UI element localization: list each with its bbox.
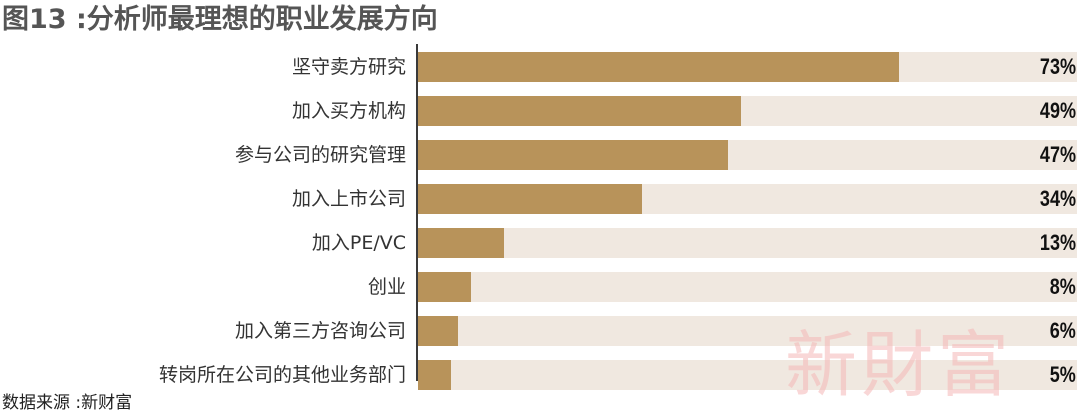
- bar: [418, 140, 728, 170]
- category-label: 加入第三方咨询公司: [234, 320, 406, 342]
- bar-track: [418, 184, 1077, 214]
- bar-track: [418, 228, 1077, 258]
- y-axis-line: [416, 44, 418, 381]
- value-label: 8%: [1049, 274, 1076, 299]
- bar: [418, 272, 471, 302]
- bar-row: 加入第三方咨询公司 6%: [0, 309, 1080, 353]
- bar-row: 转岗所在公司的其他业务部门 5%: [0, 353, 1080, 397]
- bar-row: 坚守卖方研究 73%: [0, 45, 1080, 89]
- category-label: 加入买方机构: [291, 100, 406, 122]
- bar-row: 创业 8%: [0, 265, 1080, 309]
- chart-title: 图13 :分析师最理想的职业发展方向: [2, 4, 438, 35]
- value-label: 13%: [1039, 230, 1076, 255]
- category-label: 转岗所在公司的其他业务部门: [158, 364, 406, 386]
- category-label: 创业: [367, 276, 406, 298]
- bar-track: [418, 96, 1077, 126]
- bar-row: 加入PE/VC 13%: [0, 221, 1080, 265]
- bar-chart: 坚守卖方研究 73% 加入买方机构 49% 参与公司的研究管理 47% 加入上市公司 34% 加…: [0, 40, 1080, 390]
- bar: [418, 184, 643, 214]
- value-label: 6%: [1049, 318, 1076, 343]
- bar: [418, 316, 458, 346]
- source-note: 数据来源 :新财富: [2, 393, 133, 413]
- bar-row: 加入上市公司 34%: [0, 177, 1080, 221]
- value-label: 34%: [1039, 186, 1076, 211]
- bar-track: [418, 316, 1077, 346]
- value-label: 49%: [1039, 98, 1076, 123]
- bar: [418, 96, 741, 126]
- bar: [418, 52, 900, 82]
- category-label: 加入PE/VC: [311, 232, 406, 254]
- category-label: 坚守卖方研究: [291, 56, 406, 78]
- bar-track: [418, 272, 1077, 302]
- bar-track: [418, 360, 1077, 390]
- value-label: 47%: [1039, 142, 1076, 167]
- bar-track: [418, 52, 1077, 82]
- bar-track: [418, 140, 1077, 170]
- category-label: 参与公司的研究管理: [234, 144, 406, 166]
- value-label: 5%: [1049, 362, 1076, 387]
- bar: [418, 228, 504, 258]
- bar-row: 加入买方机构 49%: [0, 89, 1080, 133]
- category-label: 加入上市公司: [291, 188, 406, 210]
- bar: [418, 360, 451, 390]
- value-label: 73%: [1039, 54, 1076, 79]
- bar-row: 参与公司的研究管理 47%: [0, 133, 1080, 177]
